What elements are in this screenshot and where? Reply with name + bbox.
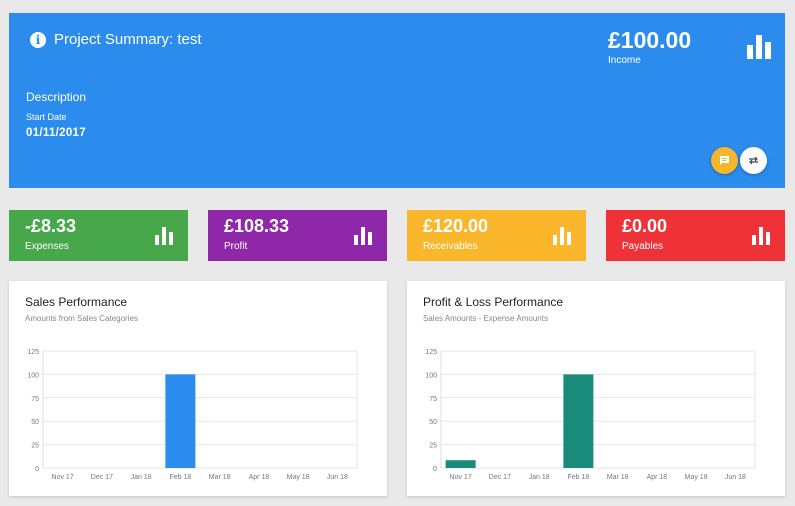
payables-label: Payables	[622, 241, 664, 252]
x-tick-label: Apr 18	[249, 474, 270, 481]
x-tick-label: Feb 18	[567, 474, 589, 481]
bar	[165, 374, 196, 468]
x-tick-label: Jan 18	[529, 474, 550, 481]
expenses-tile: -£8.33 Expenses	[9, 210, 188, 261]
x-tick-label: Dec 17	[91, 474, 113, 481]
sales-performance-card: Sales Performance Amounts from Sales Cat…	[9, 281, 387, 496]
x-tick-label: Nov 17	[450, 474, 472, 481]
bar	[563, 374, 594, 468]
description-label: Description	[26, 90, 87, 104]
project-title-row: i Project Summary: test	[30, 31, 202, 48]
x-tick-label: Jan 18	[131, 474, 152, 481]
chart-subtitle: Sales Amounts - Expense Amounts	[423, 314, 548, 323]
payables-tile: £0.00 Payables	[606, 210, 785, 261]
expenses-label: Expenses	[25, 241, 69, 252]
swap-button[interactable]	[740, 147, 767, 174]
project-title: Project Summary: test	[54, 31, 202, 48]
income-label: Income	[608, 55, 641, 66]
comment-button[interactable]	[711, 147, 738, 174]
profit-label: Profit	[224, 241, 248, 252]
bar-chart-icon	[354, 227, 372, 245]
y-tick-label: 125	[27, 349, 39, 356]
y-tick-label: 50	[31, 419, 39, 426]
profit-tile: £108.33 Profit	[208, 210, 387, 261]
y-tick-label: 25	[31, 443, 39, 450]
receivables-tile: £120.00 Receivables	[407, 210, 586, 261]
receivables-label: Receivables	[423, 241, 478, 252]
y-tick-label: 100	[27, 372, 39, 379]
chat-icon	[720, 156, 729, 165]
x-tick-label: Jun 18	[725, 474, 746, 481]
start-date-label: Start Date	[26, 112, 67, 122]
y-tick-label: 75	[31, 396, 39, 403]
chart-title: Profit & Loss Performance	[423, 295, 564, 309]
y-tick-label: 0	[35, 466, 39, 473]
bar-chart-icon	[752, 227, 770, 245]
bar-chart-icon	[155, 227, 173, 245]
start-date-value: 01/11/2017	[26, 127, 86, 139]
receivables-amount: £120.00	[423, 216, 489, 236]
y-tick-label: 125	[425, 349, 437, 356]
bar-chart-icon	[747, 35, 771, 59]
x-tick-label: May 18	[685, 474, 708, 481]
x-tick-label: Jun 18	[327, 474, 348, 481]
sales-performance-chart: 0 25 50 75 100 125 Nov 17 Dec 17 Jan 18 Feb 18 Mar…	[27, 349, 358, 481]
y-tick-label: 0	[433, 466, 437, 473]
x-tick-label: Nov 17	[52, 474, 74, 481]
income-amount: £100.00	[608, 27, 692, 53]
x-tick-label: Apr 18	[647, 474, 668, 481]
chart-subtitle: Amounts from Sales Categories	[25, 314, 138, 323]
y-tick-label: 50	[429, 419, 437, 426]
expenses-amount: -£8.33	[25, 216, 77, 236]
x-tick-label: Feb 18	[169, 474, 191, 481]
bar-chart-icon	[553, 227, 571, 245]
profit-amount: £108.33	[224, 216, 290, 236]
profit-loss-performance-chart: 0 25 50 75 100 125 Nov 17 Dec 17 Jan 18 Feb 18 Mar…	[425, 349, 756, 481]
x-tick-label: Dec 17	[489, 474, 511, 481]
x-tick-label: Mar 18	[209, 474, 231, 481]
x-tick-label: Mar 18	[607, 474, 629, 481]
y-tick-label: 25	[429, 443, 437, 450]
project-summary-panel: i Project Summary: test Description Star…	[9, 13, 785, 188]
profit-loss-performance-card: Profit & Loss Performance Sales Amounts …	[407, 281, 785, 496]
swap-icon	[749, 156, 758, 165]
chart-title: Sales Performance	[25, 295, 128, 309]
info-icon[interactable]: i	[30, 31, 46, 48]
y-tick-label: 100	[425, 372, 437, 379]
x-tick-label: May 18	[287, 474, 310, 481]
bar	[445, 460, 476, 468]
y-tick-label: 75	[429, 396, 437, 403]
payables-amount: £0.00	[622, 216, 668, 236]
